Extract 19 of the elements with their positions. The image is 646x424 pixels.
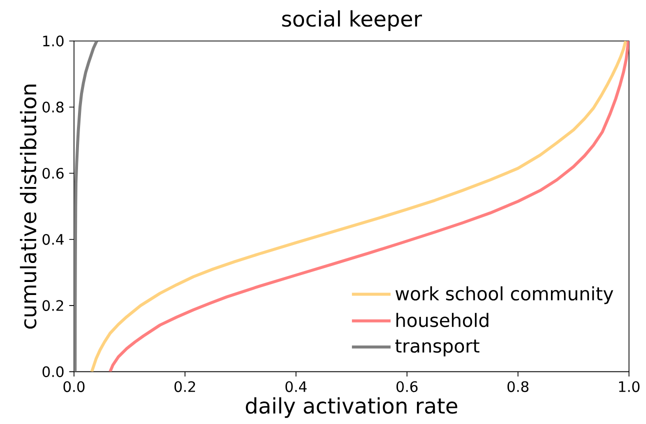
- legend-label: work school community: [396, 286, 614, 304]
- legend-label: transport: [395, 340, 480, 356]
- legend-label: household: [396, 312, 488, 328]
- x-tick-label: 0.2: [174, 381, 196, 392]
- chart-title: social keeper: [282, 10, 422, 31]
- x-tick-label: 0.0: [63, 381, 85, 392]
- y-tick-label: 0.0: [42, 366, 64, 378]
- y-axis-title: cumulative distribution: [20, 84, 36, 329]
- line-series: [74, 40, 98, 372]
- x-tick-label: 1.0: [619, 381, 640, 392]
- x-tick-label: 0.4: [285, 381, 307, 392]
- y-tick-label: 0.4: [42, 234, 64, 245]
- y-tick-label: 0.6: [42, 168, 64, 179]
- y-tick-label: 1.0: [43, 36, 64, 46]
- x-axis-title: daily activation rate: [246, 397, 458, 418]
- x-tick-label: 0.6: [396, 381, 418, 392]
- y-tick-label: 0.2: [42, 300, 64, 311]
- x-tick-label: 0.8: [507, 381, 528, 392]
- y-tick-label: 0.8: [42, 102, 64, 113]
